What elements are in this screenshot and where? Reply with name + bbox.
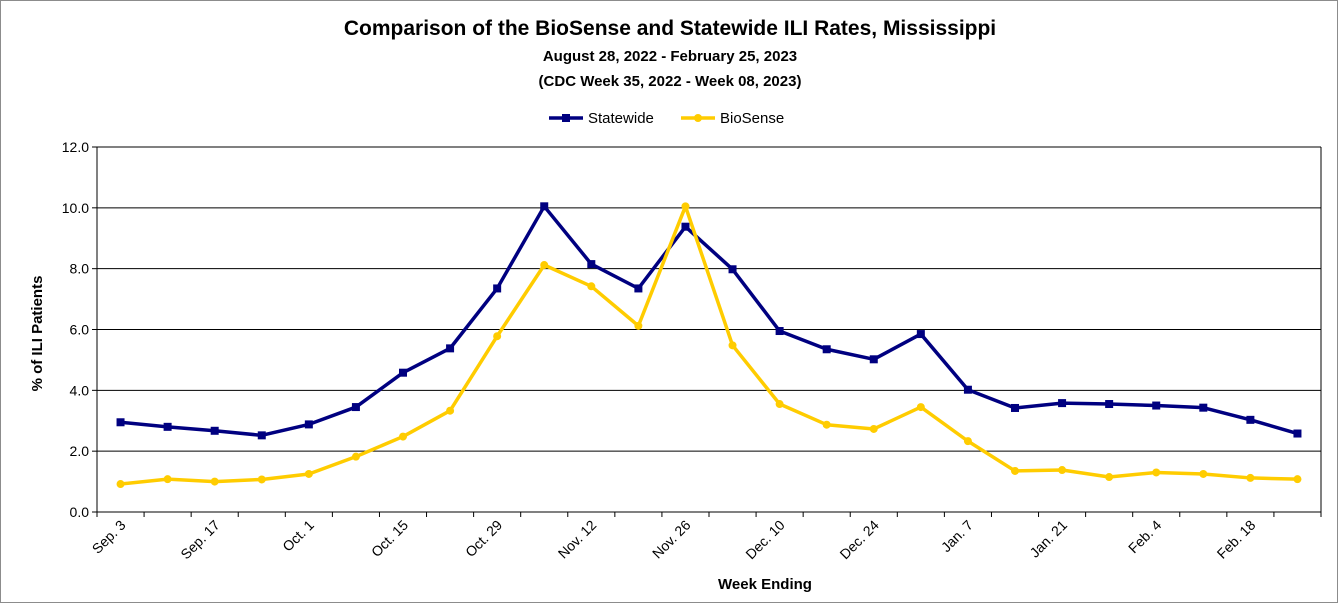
data-point-biosense <box>493 332 502 341</box>
data-point-statewide <box>1011 403 1019 412</box>
legend-marker-biosense <box>694 114 702 122</box>
x-tick-label: Feb. 18 <box>1214 517 1259 562</box>
data-point-biosense <box>1246 473 1255 482</box>
data-point-statewide <box>210 426 219 435</box>
data-point-statewide <box>540 202 549 211</box>
y-tick-label: 10.0 <box>62 200 89 216</box>
data-point-statewide <box>587 260 596 269</box>
data-point-biosense <box>351 452 360 461</box>
data-point-biosense <box>1199 469 1208 478</box>
data-point-statewide <box>257 431 266 440</box>
y-tick-label: 8.0 <box>70 261 90 277</box>
data-point-statewide <box>493 284 502 293</box>
data-point-statewide <box>1293 429 1302 438</box>
data-point-statewide <box>1199 403 1208 412</box>
data-point-statewide <box>1246 415 1255 424</box>
data-point-biosense <box>681 202 690 211</box>
x-tick-label: Jan. 7 <box>938 517 976 555</box>
x-tick-label: Nov. 12 <box>555 517 600 562</box>
data-point-biosense <box>963 437 972 446</box>
data-point-biosense <box>1058 466 1067 475</box>
data-point-biosense <box>163 475 172 484</box>
y-tick-label: 6.0 <box>70 322 90 338</box>
data-point-statewide <box>1152 401 1161 410</box>
data-point-statewide <box>116 418 125 427</box>
data-point-biosense <box>822 420 831 429</box>
series-line-biosense <box>120 204 1298 486</box>
chart-title: Comparison of the BioSense and Statewide… <box>343 17 997 40</box>
x-tick-label: Sep. 17 <box>177 517 223 563</box>
data-point-statewide <box>446 344 455 353</box>
x-tick-label: Feb. 4 <box>1125 517 1165 557</box>
data-point-statewide <box>399 368 407 377</box>
data-point-statewide <box>1105 400 1114 409</box>
x-tick-label: Dec. 10 <box>742 517 788 563</box>
y-tick-label: 0.0 <box>70 504 90 520</box>
data-point-statewide <box>163 422 172 431</box>
data-point-statewide <box>916 330 925 339</box>
data-point-statewide <box>304 420 313 429</box>
data-point-biosense <box>116 480 125 489</box>
data-point-biosense <box>257 475 266 484</box>
data-point-biosense <box>1105 473 1114 482</box>
data-point-biosense <box>399 432 407 441</box>
data-point-biosense <box>540 261 549 270</box>
gridlines <box>97 146 1321 452</box>
data-point-biosense <box>210 477 219 486</box>
x-axis-title: Week Ending <box>718 576 812 593</box>
y-tick-label: 2.0 <box>70 443 90 459</box>
data-point-statewide <box>822 345 831 354</box>
series-line-statewide <box>120 204 1298 438</box>
data-point-statewide <box>634 284 643 293</box>
data-point-statewide <box>681 222 690 231</box>
y-tick-label: 12.0 <box>62 139 89 155</box>
data-point-biosense <box>1293 475 1302 484</box>
chart-subtitle-weeks: (CDC Week 35, 2022 - Week 08, 2023) <box>538 73 802 90</box>
x-tick-label: Oct. 29 <box>462 517 505 560</box>
legend-label-biosense: BioSense <box>720 110 784 127</box>
data-point-biosense <box>775 400 784 409</box>
data-point-biosense <box>869 424 878 433</box>
x-tick-label: Dec. 24 <box>836 517 882 563</box>
data-point-biosense <box>1011 466 1019 475</box>
data-point-statewide <box>1058 399 1067 408</box>
legend-marker-statewide <box>562 114 570 122</box>
series-layer <box>116 202 1302 489</box>
y-tick-label: 4.0 <box>70 382 90 398</box>
data-point-statewide <box>963 385 972 394</box>
data-point-statewide <box>775 327 784 336</box>
axes <box>92 146 1322 517</box>
x-tick-label: Jan. 21 <box>1026 517 1070 561</box>
axis-labels: 0.0 2.0 4.0 6.0 8.0 10.0 12.0 Sep. 3 Sep. 17 Oct.… <box>29 139 1259 593</box>
data-point-statewide <box>351 403 360 412</box>
data-point-biosense <box>634 321 643 330</box>
data-point-biosense <box>587 282 596 291</box>
data-point-biosense <box>728 341 737 350</box>
data-point-biosense <box>446 406 455 415</box>
legend-label-statewide: Statewide <box>588 110 654 127</box>
data-point-biosense <box>916 403 925 412</box>
x-tick-label: Oct. 1 <box>279 517 317 555</box>
x-tick-label: Sep. 3 <box>89 517 129 557</box>
chart-subtitle: August 28, 2022 - February 25, 2023 <box>542 48 798 65</box>
data-point-statewide <box>728 265 737 274</box>
x-tick-label: Nov. 26 <box>649 517 694 562</box>
legend: Statewide BioSense <box>549 110 784 127</box>
data-point-biosense <box>1152 468 1161 477</box>
data-point-statewide <box>869 355 878 364</box>
x-tick-label: Oct. 15 <box>368 517 411 560</box>
data-point-biosense <box>304 469 313 478</box>
y-axis-title: % of ILI Patients <box>29 276 46 392</box>
